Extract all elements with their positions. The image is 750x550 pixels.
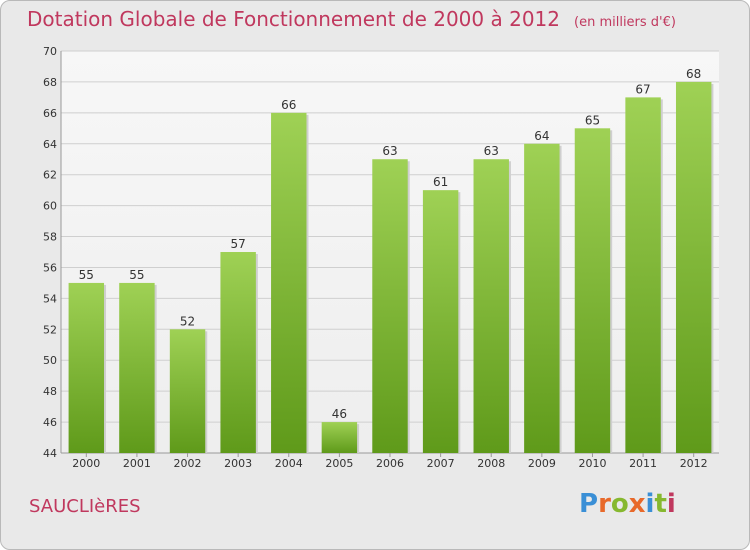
bar-value-label: 65	[585, 113, 600, 127]
chart-title-text: Dotation Globale de Fonctionnement de 20…	[27, 7, 560, 31]
bar-value-label: 57	[231, 237, 246, 251]
bar-value-label: 63	[382, 144, 397, 158]
logo-letter: r	[598, 489, 611, 519]
y-tick-label: 68	[43, 76, 57, 89]
y-tick-label: 44	[43, 447, 57, 460]
bar-value-label: 64	[534, 129, 549, 143]
bar	[169, 329, 206, 453]
y-tick-label: 54	[43, 292, 57, 305]
x-tick-label: 2006	[376, 457, 404, 470]
bar	[422, 190, 459, 453]
logo-letter: o	[610, 489, 629, 519]
y-tick-label: 62	[43, 169, 57, 182]
y-tick-label: 56	[43, 261, 57, 274]
y-tick-label: 50	[43, 354, 57, 367]
bar	[220, 252, 256, 453]
y-tick-label: 58	[43, 231, 57, 244]
logo-letter: P	[579, 489, 599, 519]
plot-area: 44 46 48 50 52 54 56 58 60 62 64 66 68 70 55 2000 55 2001…	[43, 45, 719, 470]
y-tick-label: 66	[43, 107, 57, 120]
bar	[473, 159, 509, 453]
bar-value-label: 55	[129, 268, 144, 282]
y-tick-label: 70	[43, 45, 57, 58]
y-tick-label: 48	[43, 385, 57, 398]
logo-letter: i	[645, 489, 655, 519]
x-tick-label: 2004	[275, 457, 303, 470]
x-tick-label: 2001	[123, 457, 151, 470]
y-tick-label: 60	[43, 200, 57, 213]
bar	[625, 97, 661, 453]
x-tick-label: 2002	[174, 457, 202, 470]
chart-unit: (en milliers d'€)	[574, 15, 676, 30]
logo-letter: t	[654, 489, 667, 519]
bar-value-label: 63	[484, 144, 499, 158]
x-tick-label: 2000	[72, 457, 100, 470]
bar	[321, 422, 358, 453]
bar-value-label: 66	[281, 98, 296, 112]
proxiti-logo: Proxiti	[579, 489, 676, 519]
bar-value-label: 68	[686, 67, 701, 81]
bar-value-label: 67	[635, 82, 650, 96]
y-tick-label: 64	[43, 138, 57, 151]
commune-name: SAUCLIèRES	[29, 496, 141, 517]
bar	[68, 282, 105, 453]
bar-value-label: 55	[79, 268, 94, 282]
bar-value-label: 46	[332, 407, 347, 421]
x-tick-label: 2009	[528, 457, 556, 470]
bar-value-label: 61	[433, 175, 448, 189]
x-tick-label: 2012	[680, 457, 708, 470]
bar	[574, 128, 611, 454]
bar-value-label: 52	[180, 314, 195, 328]
bar	[119, 282, 155, 453]
x-tick-label: 2008	[477, 457, 505, 470]
bar	[372, 159, 408, 453]
logo-letter: x	[628, 489, 646, 519]
y-tick-label: 52	[43, 323, 57, 336]
x-tick-label: 2005	[325, 457, 353, 470]
x-tick-label: 2011	[629, 457, 657, 470]
bar	[675, 81, 712, 453]
chart-title: Dotation Globale de Fonctionnement de 20…	[27, 7, 676, 31]
x-tick-label: 2010	[578, 457, 606, 470]
x-tick-label: 2003	[224, 457, 252, 470]
bar	[271, 112, 307, 453]
logo-letter: i	[666, 489, 676, 519]
y-tick-label: 46	[43, 416, 57, 429]
bar	[524, 143, 560, 453]
x-tick-label: 2007	[427, 457, 455, 470]
